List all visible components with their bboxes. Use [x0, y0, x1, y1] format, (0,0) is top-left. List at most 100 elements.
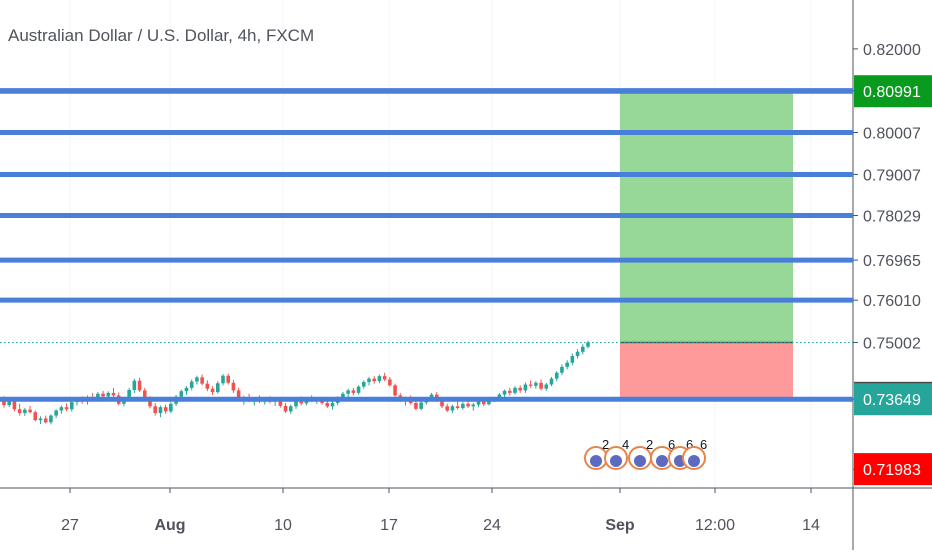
- candle-body: [226, 375, 231, 383]
- event-marker-count: 6: [700, 437, 707, 452]
- candle-body: [513, 387, 517, 393]
- price-tick-label: 0.76010: [863, 293, 921, 310]
- candle-body: [471, 404, 476, 407]
- candle-body: [184, 387, 189, 392]
- candle-body: [163, 407, 168, 412]
- price-badge: [854, 453, 932, 486]
- candle-body: [351, 390, 356, 393]
- candle-body: [17, 409, 22, 414]
- candle-body: [367, 378, 371, 382]
- candle-body: [101, 393, 105, 397]
- candle-body: [565, 362, 569, 367]
- candle-body: [377, 376, 382, 382]
- candle-body: [189, 381, 194, 388]
- candle-body: [382, 376, 387, 380]
- price-tick-label: 0.76965: [863, 253, 921, 270]
- candle-body: [372, 378, 377, 382]
- candle-body: [450, 406, 455, 411]
- candle-body: [179, 391, 184, 397]
- candle-body: [158, 407, 163, 414]
- event-flag-icon: [590, 455, 602, 467]
- price-badge: [854, 383, 932, 416]
- candle-body: [560, 366, 564, 373]
- loss-zone: [620, 342, 793, 400]
- time-tick-label: 24: [483, 517, 501, 534]
- candle-body: [549, 378, 554, 385]
- candle-body: [106, 392, 111, 397]
- price-badge-label: 0.73649: [863, 392, 921, 409]
- candle-body: [210, 388, 215, 393]
- candle-body: [294, 401, 298, 407]
- candle-body: [361, 381, 366, 387]
- event-marker-count: 4: [622, 437, 629, 452]
- time-tick-label: 12:00: [695, 517, 735, 534]
- price-tick-label: 0.79007: [863, 167, 921, 184]
- event-marker-count: 2: [646, 437, 653, 452]
- candle-body: [523, 384, 528, 391]
- candle-body: [132, 380, 137, 390]
- candle-body: [153, 406, 158, 414]
- price-tick-label: 0.82000: [863, 42, 921, 59]
- candle-body: [221, 375, 225, 384]
- candle-body: [49, 415, 53, 423]
- time-tick-label: Aug: [154, 517, 185, 534]
- candle-body: [461, 403, 465, 409]
- candle-body: [7, 400, 12, 406]
- candle-body: [231, 382, 236, 391]
- candle-body: [346, 390, 350, 394]
- price-tick-label: 0.75002: [863, 335, 921, 352]
- candle-body: [554, 372, 559, 379]
- candle-body: [341, 393, 345, 398]
- candle-body: [580, 346, 585, 352]
- candle-body: [544, 384, 549, 389]
- candle-body: [200, 377, 204, 384]
- candle-body: [195, 377, 199, 382]
- candle-body: [356, 386, 361, 393]
- candle-body: [288, 406, 293, 412]
- price-tick-label: 0.78029: [863, 208, 921, 225]
- candle-body: [28, 409, 32, 413]
- candle-body: [440, 400, 444, 407]
- candle-body: [205, 383, 210, 389]
- candle-body: [528, 384, 533, 386]
- candle-body: [215, 383, 220, 393]
- candle-body: [2, 401, 6, 406]
- candle-body: [429, 394, 434, 399]
- candle-body: [570, 355, 575, 363]
- event-marker-count: 6: [686, 437, 693, 452]
- chart-title: Australian Dollar / U.S. Dollar, 4h, FXC…: [8, 26, 315, 45]
- candle-body: [137, 380, 142, 391]
- candle-body: [127, 389, 131, 399]
- candle-body: [481, 401, 486, 405]
- candle-body: [414, 402, 418, 409]
- event-marker-count: 2: [602, 437, 609, 452]
- candle-body: [325, 402, 330, 407]
- candle-body: [111, 392, 116, 396]
- candle-body: [43, 418, 48, 423]
- time-tick-label: 10: [274, 517, 292, 534]
- candle-body: [236, 390, 241, 400]
- price-badge: [854, 75, 932, 108]
- candle-body: [12, 400, 17, 410]
- price-tick-label: 0.80007: [863, 125, 921, 142]
- candle-body: [575, 351, 580, 356]
- candle-body: [96, 393, 100, 400]
- candle-body: [502, 390, 507, 395]
- candle-body: [455, 406, 460, 409]
- candle-body: [534, 382, 538, 386]
- time-tick-label: 27: [61, 517, 79, 534]
- candle-body: [539, 382, 543, 389]
- candle-body: [466, 403, 470, 407]
- candle-body: [33, 412, 38, 421]
- candle-body: [38, 418, 43, 421]
- candle-body: [69, 402, 74, 410]
- candle-body: [476, 401, 481, 405]
- candle-body: [142, 390, 147, 400]
- time-tick-label: 17: [380, 517, 398, 534]
- candle-body: [299, 401, 304, 404]
- time-tick-label: Sep: [605, 517, 635, 534]
- price-badge-label: 0.71983: [863, 462, 921, 479]
- candle-body: [445, 406, 450, 411]
- event-flag-icon: [634, 455, 646, 467]
